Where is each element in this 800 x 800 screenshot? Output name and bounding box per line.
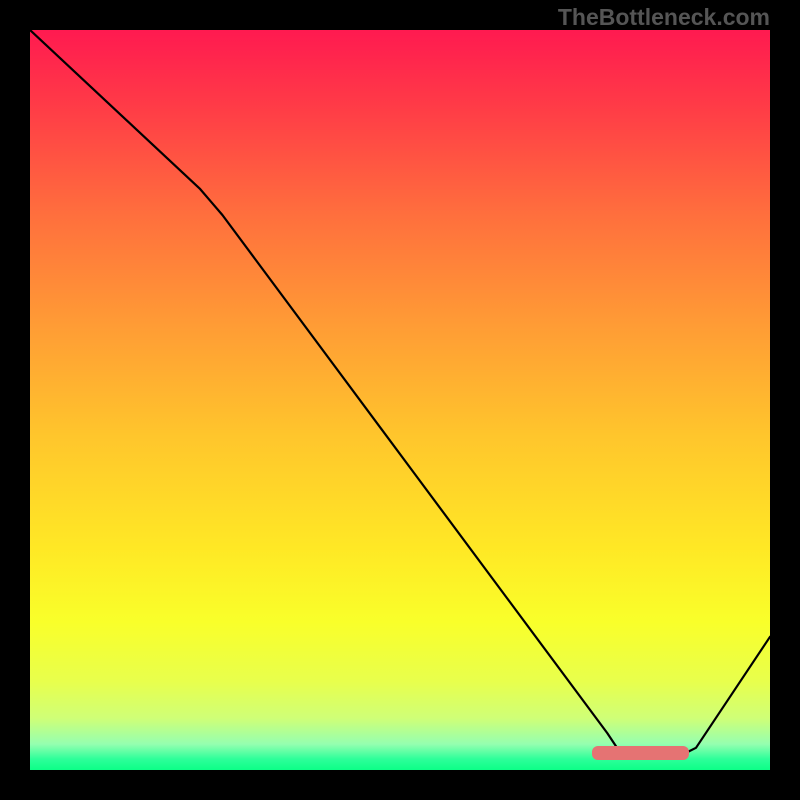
watermark-text: TheBottleneck.com bbox=[558, 4, 770, 31]
chart-background-gradient bbox=[30, 30, 770, 770]
chart-plot-area bbox=[30, 30, 770, 770]
chart-svg bbox=[30, 30, 770, 770]
optimal-region-marker bbox=[592, 746, 688, 761]
